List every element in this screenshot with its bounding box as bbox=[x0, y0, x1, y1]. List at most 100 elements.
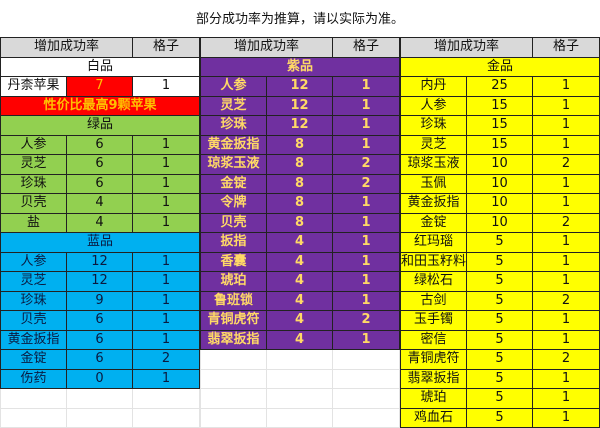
item-rate: 8 bbox=[266, 173, 333, 194]
table-row: 玉佩 10 1 bbox=[400, 173, 600, 194]
note-text: 性价比最高9颗苹果 bbox=[0, 95, 200, 116]
table-row: 玉手镯 5 1 bbox=[400, 310, 600, 331]
item-rate: 4 bbox=[266, 329, 333, 350]
table-row: 古剑 5 2 bbox=[400, 290, 600, 311]
item-rate: 4 bbox=[266, 290, 333, 311]
item-rate: 12 bbox=[66, 251, 133, 272]
table-row: 内丹 25 1 bbox=[400, 76, 600, 97]
item-slots: 1 bbox=[532, 388, 600, 409]
table-row: 丹柰苹果 7 1 bbox=[0, 76, 200, 97]
table-row: 人参 12 1 bbox=[0, 251, 200, 272]
item-rate: 4 bbox=[266, 310, 333, 331]
item-name: 玉佩 bbox=[400, 173, 467, 194]
empty-cell bbox=[332, 349, 400, 370]
table-row: 珍珠 12 1 bbox=[200, 115, 400, 136]
item-rate: 8 bbox=[266, 193, 333, 214]
note-banner: 性价比最高9颗苹果 bbox=[0, 95, 200, 116]
item-rate: 10 bbox=[466, 154, 533, 175]
item-slots: 1 bbox=[532, 76, 600, 97]
item-slots: 2 bbox=[532, 290, 600, 311]
section-header-blue: 蓝品 bbox=[0, 232, 200, 253]
item-name: 灵芝 bbox=[0, 154, 67, 175]
item-rate: 0 bbox=[66, 368, 133, 389]
empty-cell bbox=[332, 407, 400, 428]
empty-cell bbox=[266, 388, 333, 409]
item-slots: 2 bbox=[532, 349, 600, 370]
empty-cell bbox=[200, 368, 267, 389]
item-name: 琼浆玉液 bbox=[200, 154, 267, 175]
header-slots: 格子 bbox=[332, 37, 400, 58]
header-rate: 增加成功率 bbox=[200, 37, 333, 58]
table-row: 绿松石 5 1 bbox=[400, 271, 600, 292]
table-row: 扳指 4 1 bbox=[200, 232, 400, 253]
item-name: 琥珀 bbox=[400, 388, 467, 409]
page-title: 部分成功率为推算，请以实际为准。 bbox=[195, 12, 404, 27]
item-rate: 6 bbox=[66, 154, 133, 175]
item-slots: 1 bbox=[132, 154, 200, 175]
item-rate: 5 bbox=[466, 310, 533, 331]
item-name: 黄金扳指 bbox=[200, 134, 267, 155]
item-name: 翡翠扳指 bbox=[400, 368, 467, 389]
empty-cell bbox=[132, 388, 200, 409]
item-slots: 1 bbox=[132, 251, 200, 272]
item-rate: 5 bbox=[466, 251, 533, 272]
empty-cell bbox=[332, 388, 400, 409]
item-name: 贝壳 bbox=[0, 310, 67, 331]
table-block-2: 增加成功率 格子 紫品 人参 12 1 灵芝 12 1 珍珠 12 1 黄金扳指 8 1 琼浆玉液 8 2 金锭 8 2… bbox=[200, 37, 400, 428]
item-name: 琥珀 bbox=[200, 271, 267, 292]
table-row: 金锭 10 2 bbox=[400, 212, 600, 233]
section-title: 金品 bbox=[400, 56, 600, 77]
item-name: 人参 bbox=[0, 134, 67, 155]
table-row: 香囊 4 1 bbox=[200, 251, 400, 272]
item-name: 灵芝 bbox=[400, 134, 467, 155]
empty-cell bbox=[0, 388, 67, 409]
empty-cell bbox=[0, 407, 67, 428]
empty-row bbox=[200, 388, 400, 409]
table-row: 翡翠扳指 4 1 bbox=[200, 329, 400, 350]
header-row: 增加成功率 格子 bbox=[200, 37, 400, 58]
item-rate: 5 bbox=[466, 329, 533, 350]
section-header-green: 绿品 bbox=[0, 115, 200, 136]
section-header-purple: 紫品 bbox=[200, 56, 400, 77]
item-name: 金锭 bbox=[400, 212, 467, 233]
item-slots: 1 bbox=[532, 407, 600, 428]
item-rate: 6 bbox=[66, 134, 133, 155]
table-row: 黄金扳指 10 1 bbox=[400, 193, 600, 214]
item-rate: 5 bbox=[466, 290, 533, 311]
item-slots: 1 bbox=[132, 212, 200, 233]
table-row: 金锭 6 2 bbox=[0, 349, 200, 370]
item-name: 香囊 bbox=[200, 251, 267, 272]
item-name: 黄金扳指 bbox=[0, 329, 67, 350]
item-name: 盐 bbox=[0, 212, 67, 233]
item-slots: 2 bbox=[332, 310, 400, 331]
item-slots: 1 bbox=[532, 310, 600, 331]
item-rate: 5 bbox=[466, 368, 533, 389]
header-slots: 格子 bbox=[132, 37, 200, 58]
item-name: 伤药 bbox=[0, 368, 67, 389]
empty-cell bbox=[200, 349, 267, 370]
empty-cell bbox=[266, 407, 333, 428]
item-name: 金锭 bbox=[0, 349, 67, 370]
item-rate: 4 bbox=[66, 212, 133, 233]
item-slots: 1 bbox=[332, 329, 400, 350]
item-name: 珍珠 bbox=[200, 115, 267, 136]
item-rate: 6 bbox=[66, 173, 133, 194]
table-row: 灵芝 6 1 bbox=[0, 154, 200, 175]
item-slots: 1 bbox=[332, 290, 400, 311]
table-row: 红玛瑙 5 1 bbox=[400, 232, 600, 253]
item-rate: 15 bbox=[466, 134, 533, 155]
item-slots: 1 bbox=[532, 329, 600, 350]
empty-row bbox=[0, 388, 200, 409]
table-row: 鲁班锁 4 1 bbox=[200, 290, 400, 311]
item-rate: 4 bbox=[266, 251, 333, 272]
header-slots: 格子 bbox=[532, 37, 600, 58]
table-row: 青铜虎符 5 2 bbox=[400, 349, 600, 370]
item-slots: 1 bbox=[532, 134, 600, 155]
item-slots: 1 bbox=[532, 232, 600, 253]
table-row: 珍珠 6 1 bbox=[0, 173, 200, 194]
item-slots: 2 bbox=[332, 173, 400, 194]
item-slots: 1 bbox=[132, 329, 200, 350]
table-row: 琼浆玉液 10 2 bbox=[400, 154, 600, 175]
item-rate: 12 bbox=[66, 271, 133, 292]
